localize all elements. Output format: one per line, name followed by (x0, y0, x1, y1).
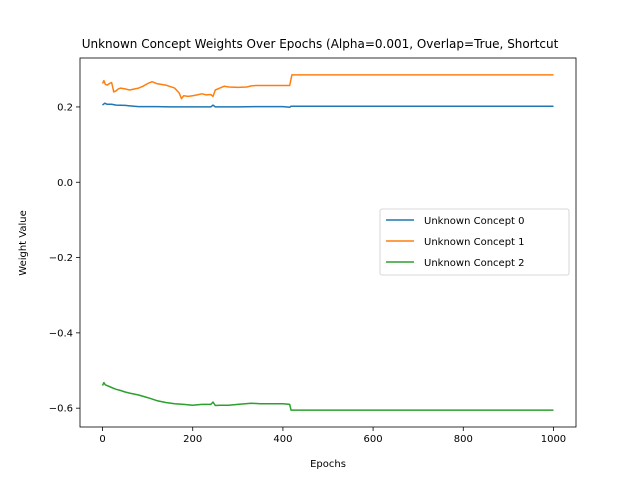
plot-series (101, 74, 554, 411)
x-tick-label: 800 (454, 434, 473, 445)
x-axis-ticks: 0 200 400 600 800 1000 (99, 427, 566, 445)
chart-title: Unknown Concept Weights Over Epochs (Alp… (82, 37, 559, 51)
x-tick-label: 600 (364, 434, 383, 445)
x-tick-label: 400 (273, 434, 292, 445)
y-tick-label: 0.2 (57, 102, 73, 113)
series-line-unknown-concept-1 (101, 74, 554, 100)
y-tick-label: 0.0 (57, 178, 73, 189)
x-tick-label: 1000 (541, 434, 566, 445)
x-axis-label: Epochs (310, 459, 346, 470)
y-tick-label: −0.4 (49, 328, 73, 339)
legend-entry-label: Unknown Concept 1 (424, 237, 525, 248)
legend-entry-label: Unknown Concept 2 (424, 258, 525, 269)
legend-box (379, 208, 570, 276)
y-axis-ticks: −0.6 −0.4 −0.2 0.0 0.2 (49, 102, 80, 415)
x-tick-label: 0 (99, 434, 105, 445)
legend-entry-label: Unknown Concept 0 (424, 216, 525, 227)
legend: Unknown Concept 0 Unknown Concept 1 Unknow… (379, 208, 570, 276)
y-axis-label: Weight Value (18, 210, 29, 275)
x-tick-label: 200 (183, 434, 202, 445)
plot-frame (79, 57, 577, 428)
y-tick-label: −0.6 (49, 404, 73, 415)
series-line-unknown-concept-2 (101, 381, 554, 411)
series-line-unknown-concept-0 (102, 102, 554, 109)
y-tick-label: −0.2 (49, 253, 73, 264)
